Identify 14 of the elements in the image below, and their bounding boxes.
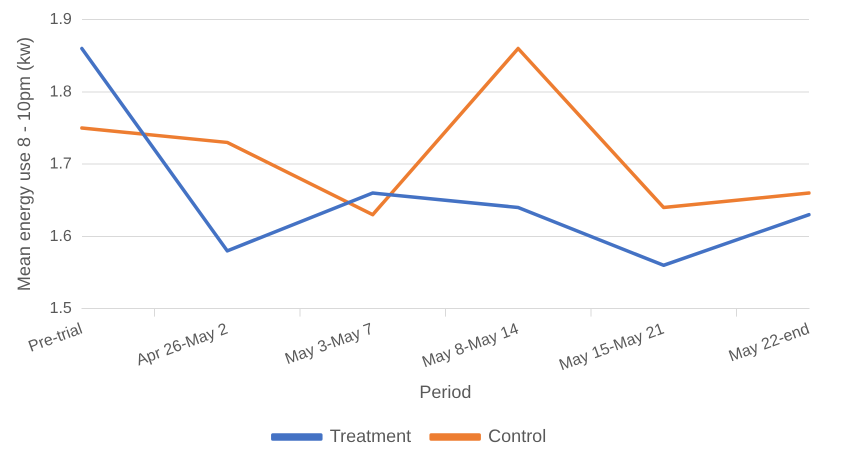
y-tick-label: 1.6 <box>50 228 72 245</box>
x-tick-label: May 3-May 7 <box>282 320 376 368</box>
y-tick-label: 1.8 <box>50 83 72 100</box>
y-tick-label: 1.7 <box>50 156 72 173</box>
x-tick-label: May 8-May 14 <box>420 320 522 372</box>
x-tick-label: Apr 26-May 2 <box>134 320 230 370</box>
x-axis-title: Period <box>419 382 472 402</box>
legend-label: Treatment <box>330 426 412 446</box>
x-tick-label: May 15-May 21 <box>557 320 667 374</box>
y-tick-label: 1.5 <box>50 300 72 318</box>
x-tick-label: May 22-end <box>726 320 812 366</box>
y-tick-label: 1.9 <box>50 11 72 28</box>
y-axis-title: Mean energy use 8 - 10pm (kw) <box>14 37 34 292</box>
legend-label: Control <box>488 426 546 446</box>
